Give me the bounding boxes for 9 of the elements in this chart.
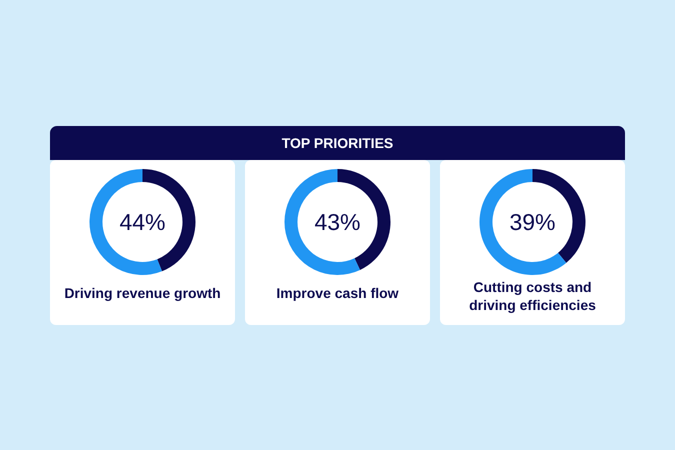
text: 44%: [119, 209, 166, 235]
text: 43%: [314, 209, 361, 235]
text: Cutting costs and driving efficiencies: [469, 279, 596, 313]
text: TOP PRIORITIES: [282, 135, 394, 151]
donut-slice: [480, 169, 566, 275]
text: 39%: [509, 209, 556, 235]
donut-slice: [284, 169, 360, 275]
text: Driving revenue growth: [64, 285, 221, 301]
text: Improve cash flow: [276, 285, 399, 301]
